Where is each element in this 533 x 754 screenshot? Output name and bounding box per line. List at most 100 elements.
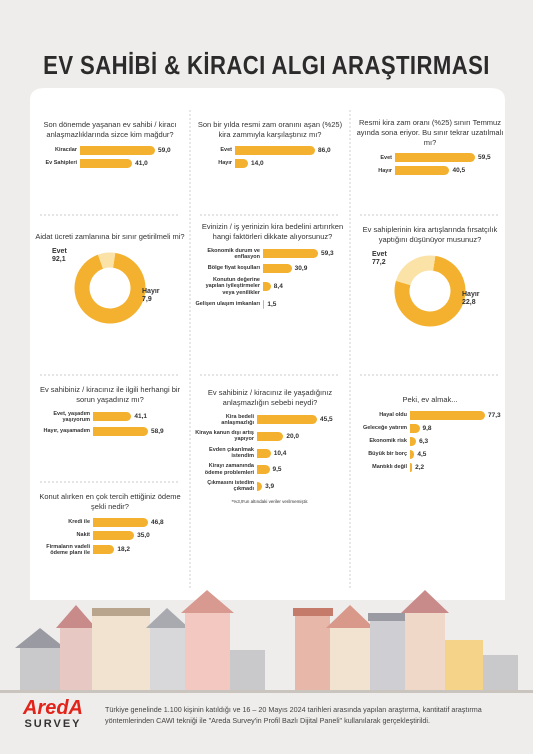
chart-title: Peki, ev almak...: [402, 395, 458, 404]
value-label: 18,2: [117, 546, 131, 554]
donut-slice: [97, 252, 116, 269]
bar-row: Gelişen ulaşım imkanları 1,5: [195, 300, 350, 310]
category-label: Bölge fiyat koşulları: [207, 265, 260, 272]
value-label: 14,0: [251, 159, 264, 167]
bar-row: Ekonomik risk 6,3: [355, 436, 505, 446]
bar: [263, 282, 271, 292]
value-label: 59,0: [158, 146, 171, 154]
value-label: 20,0: [286, 432, 300, 440]
bar: [257, 465, 270, 475]
category-label: Kirayı zamanında ödeme problemleri: [204, 463, 254, 476]
title: EV SAHİBİ & KİRACI ALGI ARAŞTIRMASI: [43, 50, 490, 80]
category-label: Hayal oldu: [379, 412, 407, 419]
chart-title: Son dönemde yaşanan ev sahibi / kiracı a…: [43, 120, 177, 139]
value-label: 1,5: [267, 301, 277, 309]
bar-row: Mantıklı değil 2,2: [355, 462, 505, 472]
chart-title: Konut alırken en çok tercih ettiğiniz öd…: [39, 492, 181, 511]
category-label: Hayır: [218, 159, 232, 166]
category-label: Evet, yaşadım yaşıyorum: [53, 410, 90, 423]
bar: [410, 449, 415, 459]
category-label: Evet: [380, 154, 392, 161]
category-label: Çıkmasını istedim çıkmadı: [207, 480, 254, 493]
value-label: 45,5: [320, 416, 333, 424]
bar: [395, 153, 475, 163]
chart-title: Ev sahiplerinin kira artışlarında fırsat…: [362, 225, 498, 244]
bar: [93, 412, 132, 422]
value-label: 41,1: [134, 413, 148, 421]
bar-row: Bölge fiyat koşulları 30,9: [195, 264, 350, 274]
value-label: 59,3: [321, 250, 334, 258]
category-label: Ekonomik risk: [369, 438, 407, 445]
bar-row: Nakit 35,0: [35, 530, 185, 540]
bar-row: Geleceğe yatırım 9,8: [355, 423, 505, 433]
bar-row: Kirayı zamanında ödeme problemleri 9,5: [195, 463, 345, 476]
data-label: Evet 77,2: [372, 251, 387, 268]
category-label: Ekonomik durum ve enflasyon: [207, 247, 260, 260]
category-label: Hayır: [378, 167, 392, 174]
category-label: Evet: [220, 146, 232, 153]
chart-title: Evinizin / iş yerinizin kira bedelini ar…: [201, 222, 344, 241]
bar: [257, 448, 271, 458]
chart-title: Ev sahibiniz / kiracınız ile ilgili herh…: [39, 385, 181, 404]
category-label: Kredi ile: [68, 518, 90, 525]
category-label: Geleceğe yatırım: [362, 425, 407, 432]
category-label: Nakit: [76, 531, 90, 538]
value-label: 86,0: [318, 146, 331, 154]
category-label: Ev Sahipleri: [45, 159, 78, 166]
bar-row: Kiracılar 59,0: [35, 145, 185, 155]
note: *%3,9'un altındaki veriler verilmemiştir…: [231, 498, 309, 504]
category-label: Konutun değerine yapılan iyileştirmeler …: [205, 277, 260, 296]
value-label: 10,4: [273, 449, 287, 457]
bar-row: Kredi ile 46,8: [35, 517, 185, 527]
data-label: Hayır 7,9: [142, 288, 160, 305]
bar: [93, 427, 148, 437]
value-label: 41,0: [135, 159, 148, 167]
bar-row: Evet, yaşadım yaşıyorum 41,1: [35, 411, 185, 424]
bar: [93, 545, 115, 555]
bar-row: Konutun değerine yapılan iyileştirmeler …: [195, 277, 350, 296]
value-label: 46,8: [151, 518, 164, 526]
bar: [93, 517, 148, 527]
bar-row: Hayır 14,0: [195, 158, 345, 168]
bar-row: Kira bedeli anlaşmazlığı 45,5: [195, 414, 345, 427]
bar-row: Hayır 40,5: [355, 166, 505, 176]
category-label: Kiracılar: [54, 146, 77, 153]
value-label: 30,9: [294, 265, 308, 273]
value-label: 77,2: [372, 258, 386, 266]
bar: [263, 249, 318, 259]
logo-text: AredA: [22, 697, 83, 719]
chart-panel: Resmi kira zam oranı (%25) sınırı Temmuz…: [355, 118, 505, 179]
donut-wrap: Evet 77,2 Hayır 22,8: [355, 251, 505, 331]
category-label: Hayır: [142, 287, 160, 295]
chart-panel: Ev sahibiniz / kiracınız ile ilgili herh…: [35, 385, 185, 440]
bar-row: Evden çıkarılmak istendim 10,4: [195, 447, 345, 460]
logo-sub: SURVEY: [24, 718, 82, 730]
bar: [263, 300, 265, 310]
bar-row: Büyük bir borç 4,5: [355, 449, 505, 459]
bar: [410, 423, 420, 433]
bar: [257, 431, 284, 441]
footer-text: Türkiye genelinde 1.100 kişinin katıldığ…: [105, 705, 482, 725]
category-label: Hayır, yaşamadım: [43, 428, 90, 435]
bar-row: Firmaların vadeli ödeme planı ile 18,2: [35, 544, 185, 557]
bar-row: Ekonomik durum ve enflasyon 59,3: [195, 248, 350, 261]
chart-panel: Peki, ev almak... Hayal oldu 77,3 Geleceğe …: [355, 395, 505, 476]
bar: [80, 145, 155, 155]
bar-row: Kiraya kanun dışı artış yapıyor 20,0: [195, 430, 345, 443]
data-label: Hayır 22,8: [462, 291, 480, 308]
chart-title: Ev sahibiniz / kiracınız ile yaşadığınız…: [207, 388, 333, 407]
donut-slice: [395, 255, 436, 286]
donut: [394, 255, 466, 326]
value-label: 92,1: [52, 256, 66, 264]
chart-panel: Evinizin / iş yerinizin kira bedelini ar…: [195, 222, 350, 313]
value-label: 35,0: [137, 531, 150, 539]
category-label: Evden çıkarılmak istendim: [209, 446, 254, 460]
bar: [257, 481, 263, 491]
chart-panel: Son bir yılda resmi zam oranını aşan (%2…: [195, 120, 345, 172]
value-label: 2,2: [415, 463, 425, 471]
chart-title: Son bir yılda resmi zam oranını aşan (%2…: [197, 120, 343, 139]
donut-slice: [74, 252, 146, 324]
bar: [395, 166, 450, 176]
donut-slice: [394, 255, 466, 326]
